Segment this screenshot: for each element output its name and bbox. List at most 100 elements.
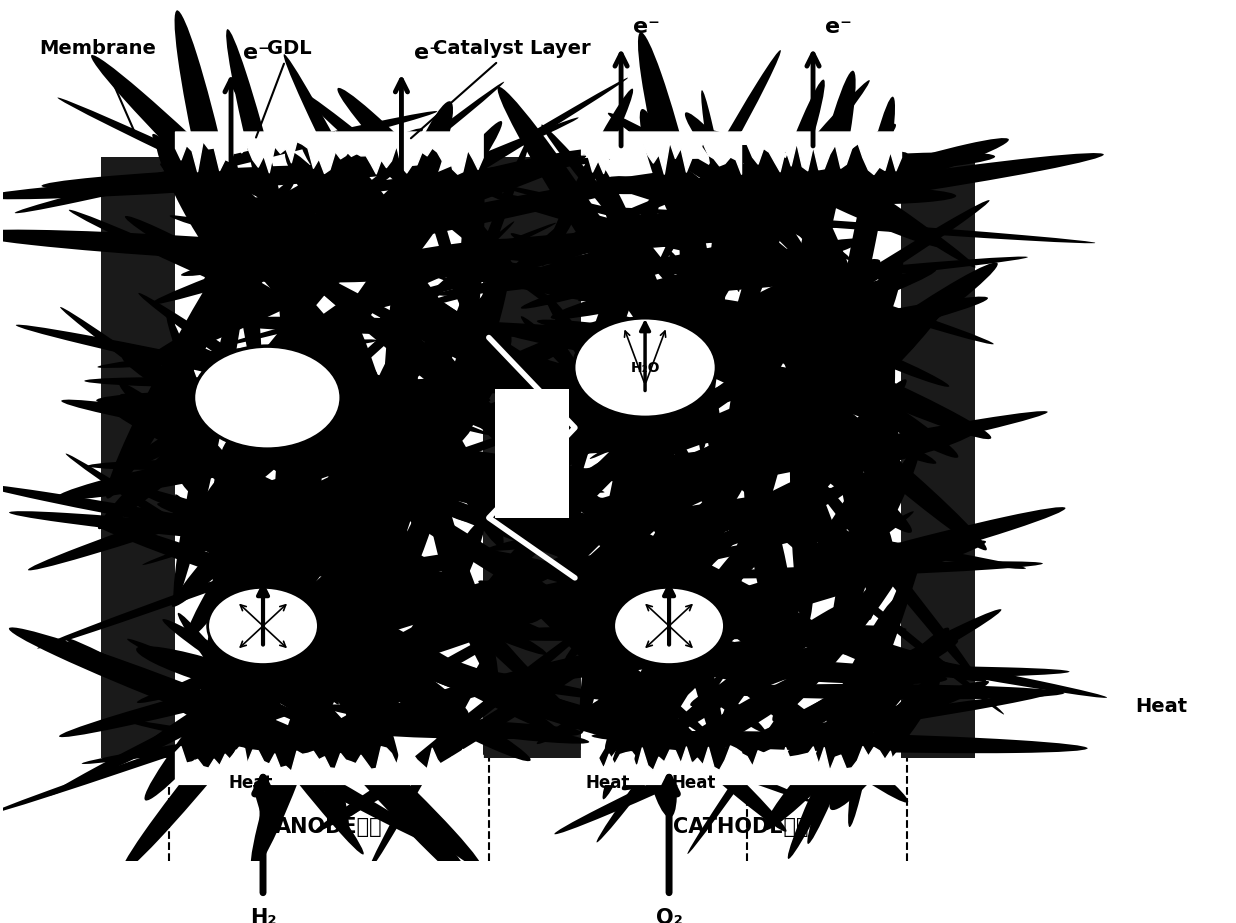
Ellipse shape bbox=[119, 382, 408, 624]
Ellipse shape bbox=[246, 431, 604, 493]
Ellipse shape bbox=[590, 351, 795, 459]
Ellipse shape bbox=[670, 326, 894, 484]
Ellipse shape bbox=[712, 124, 896, 282]
Ellipse shape bbox=[88, 459, 298, 470]
Ellipse shape bbox=[790, 344, 817, 629]
Ellipse shape bbox=[230, 150, 590, 248]
Ellipse shape bbox=[339, 389, 446, 655]
Ellipse shape bbox=[372, 369, 402, 519]
Ellipse shape bbox=[638, 32, 716, 326]
Ellipse shape bbox=[593, 160, 692, 397]
Ellipse shape bbox=[728, 476, 854, 565]
Ellipse shape bbox=[82, 703, 461, 764]
Ellipse shape bbox=[91, 55, 377, 333]
Ellipse shape bbox=[529, 444, 737, 623]
Ellipse shape bbox=[632, 269, 937, 373]
Ellipse shape bbox=[136, 646, 289, 699]
Ellipse shape bbox=[273, 218, 569, 512]
Ellipse shape bbox=[204, 178, 295, 282]
Ellipse shape bbox=[510, 234, 839, 407]
Ellipse shape bbox=[344, 361, 409, 646]
Ellipse shape bbox=[124, 720, 352, 764]
Ellipse shape bbox=[831, 255, 904, 415]
Circle shape bbox=[614, 587, 724, 665]
Ellipse shape bbox=[289, 149, 438, 297]
Ellipse shape bbox=[250, 558, 561, 735]
Ellipse shape bbox=[121, 627, 323, 872]
Ellipse shape bbox=[66, 638, 446, 850]
Ellipse shape bbox=[9, 511, 392, 551]
Text: Heat: Heat bbox=[586, 774, 629, 793]
Ellipse shape bbox=[734, 324, 991, 439]
Ellipse shape bbox=[298, 633, 530, 761]
Ellipse shape bbox=[796, 426, 978, 476]
Ellipse shape bbox=[138, 293, 440, 502]
Ellipse shape bbox=[412, 256, 510, 529]
Ellipse shape bbox=[173, 270, 246, 603]
Ellipse shape bbox=[629, 362, 777, 578]
Ellipse shape bbox=[174, 337, 617, 551]
Ellipse shape bbox=[686, 658, 947, 684]
Ellipse shape bbox=[98, 340, 377, 368]
Circle shape bbox=[208, 587, 319, 665]
Ellipse shape bbox=[227, 571, 272, 828]
Ellipse shape bbox=[152, 134, 292, 293]
Ellipse shape bbox=[247, 482, 551, 501]
Ellipse shape bbox=[193, 182, 413, 442]
Ellipse shape bbox=[772, 556, 907, 722]
Ellipse shape bbox=[120, 378, 283, 471]
Ellipse shape bbox=[829, 675, 941, 810]
Ellipse shape bbox=[284, 418, 430, 555]
Ellipse shape bbox=[557, 339, 902, 557]
Ellipse shape bbox=[760, 518, 1004, 714]
Ellipse shape bbox=[559, 564, 986, 681]
Ellipse shape bbox=[787, 159, 894, 418]
Ellipse shape bbox=[806, 145, 831, 308]
Text: Heat: Heat bbox=[229, 774, 273, 793]
Ellipse shape bbox=[84, 378, 330, 388]
Ellipse shape bbox=[9, 628, 372, 770]
Ellipse shape bbox=[833, 97, 895, 385]
Ellipse shape bbox=[764, 628, 949, 831]
Ellipse shape bbox=[145, 562, 344, 800]
Ellipse shape bbox=[240, 564, 468, 714]
Ellipse shape bbox=[848, 446, 920, 586]
Ellipse shape bbox=[535, 146, 797, 252]
Ellipse shape bbox=[98, 295, 357, 529]
Ellipse shape bbox=[274, 210, 669, 456]
Ellipse shape bbox=[659, 389, 879, 516]
Ellipse shape bbox=[126, 238, 409, 275]
Ellipse shape bbox=[728, 382, 912, 533]
FancyBboxPatch shape bbox=[901, 157, 975, 758]
Ellipse shape bbox=[393, 186, 842, 314]
Ellipse shape bbox=[643, 665, 1069, 678]
Ellipse shape bbox=[227, 352, 491, 435]
Ellipse shape bbox=[142, 405, 599, 565]
Ellipse shape bbox=[461, 301, 732, 495]
Ellipse shape bbox=[545, 294, 635, 427]
Ellipse shape bbox=[250, 186, 617, 435]
Ellipse shape bbox=[251, 576, 357, 870]
Ellipse shape bbox=[273, 490, 370, 604]
Ellipse shape bbox=[423, 224, 808, 257]
Ellipse shape bbox=[734, 479, 911, 579]
Ellipse shape bbox=[696, 151, 907, 209]
Text: O₂: O₂ bbox=[655, 908, 682, 923]
Ellipse shape bbox=[328, 418, 366, 739]
Ellipse shape bbox=[513, 363, 777, 533]
Ellipse shape bbox=[214, 629, 620, 701]
Ellipse shape bbox=[744, 459, 797, 677]
Ellipse shape bbox=[611, 553, 666, 725]
Ellipse shape bbox=[805, 388, 828, 602]
Ellipse shape bbox=[698, 128, 943, 247]
Ellipse shape bbox=[122, 356, 320, 469]
Bar bbox=[335, 157, 482, 758]
Ellipse shape bbox=[722, 453, 883, 721]
Ellipse shape bbox=[569, 192, 659, 431]
Ellipse shape bbox=[379, 217, 419, 583]
FancyBboxPatch shape bbox=[101, 157, 176, 758]
Ellipse shape bbox=[607, 460, 845, 586]
Ellipse shape bbox=[597, 654, 737, 843]
Ellipse shape bbox=[781, 609, 1001, 728]
Ellipse shape bbox=[655, 50, 781, 273]
